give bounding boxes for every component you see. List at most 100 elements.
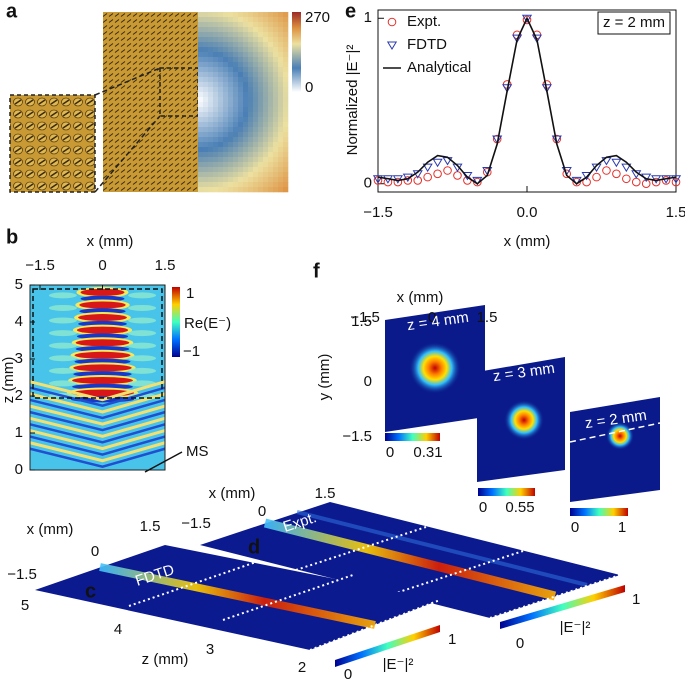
- phase-cell: [268, 42, 274, 48]
- phase-cell: [208, 17, 214, 23]
- data-point: [531, 34, 543, 44]
- phase-cell: [268, 82, 274, 88]
- phase-cell: [268, 57, 274, 63]
- phase-cell: [258, 152, 264, 158]
- phase-cell: [283, 112, 289, 118]
- phase-cell: [218, 92, 224, 98]
- phase-cell: [283, 42, 289, 48]
- phase-cell: [223, 127, 229, 133]
- phase-cell: [253, 47, 259, 53]
- phase-cell: [283, 82, 289, 88]
- phase-cell: [253, 52, 259, 58]
- phase-cell: [248, 167, 254, 173]
- phase-cell: [283, 32, 289, 38]
- phase-cell: [208, 187, 214, 193]
- colorbar-tick-label: 0.31: [413, 444, 442, 461]
- phase-cell: [243, 132, 249, 138]
- phase-cell: [223, 87, 229, 93]
- phase-cell: [253, 37, 259, 43]
- phase-cell: [273, 137, 279, 143]
- data-point: [393, 177, 403, 187]
- phase-cell: [273, 187, 279, 193]
- phase-cell: [218, 162, 224, 168]
- phase-cell: [223, 182, 229, 188]
- y-tick-label: −1.5: [342, 428, 372, 445]
- phase-cell: [258, 137, 264, 143]
- data-point: [551, 135, 562, 145]
- phase-cell: [243, 157, 249, 163]
- phase-cell: [243, 152, 249, 158]
- phase-cell: [238, 52, 244, 58]
- phase-cell: [213, 32, 219, 38]
- arrow: [144, 451, 183, 473]
- phase-cell: [258, 62, 264, 68]
- phase-cell: [273, 117, 279, 123]
- phase-cell: [278, 42, 284, 48]
- phase-cell: [248, 87, 254, 93]
- phase-cell: [278, 27, 284, 33]
- colorbar-tick-label: 1: [632, 591, 640, 608]
- phase-cell: [198, 162, 204, 168]
- phase-cell: [278, 52, 284, 58]
- phase-cell: [278, 157, 284, 163]
- data-point: [502, 84, 513, 93]
- colorbar-tick-label: 1: [186, 285, 194, 302]
- phase-cell: [208, 77, 214, 83]
- phase-cell: [278, 67, 284, 73]
- panel-label: e: [345, 0, 356, 22]
- phase-cell: [258, 147, 264, 153]
- phase-cell: [248, 122, 254, 128]
- phase-cell: [258, 92, 264, 98]
- field-side: [128, 355, 157, 362]
- phase-cell: [213, 177, 219, 183]
- phase-map: [198, 12, 289, 193]
- data-point: [423, 172, 432, 182]
- phase-cell: [228, 117, 234, 123]
- field-lobe: [74, 351, 131, 359]
- phase-cell: [228, 82, 234, 88]
- phase-cell: [268, 32, 274, 38]
- phase-cell: [203, 22, 209, 28]
- y-tick-label: 3: [15, 350, 23, 367]
- phase-cell: [208, 137, 214, 143]
- phase-cell: [253, 162, 259, 168]
- field-side: [48, 367, 77, 374]
- phase-cell: [223, 117, 229, 123]
- phase-cell: [268, 77, 274, 83]
- field-lobe: [76, 326, 129, 334]
- z-tick-label: 5: [21, 597, 29, 614]
- phase-cell: [238, 167, 244, 173]
- phase-cell: [248, 97, 254, 103]
- phase-cell: [238, 187, 244, 193]
- phase-cell: [228, 122, 234, 128]
- field-side: [48, 380, 77, 387]
- data-point: [641, 179, 651, 189]
- phase-cell: [273, 162, 279, 168]
- phase-cell: [278, 147, 284, 153]
- phase-cell: [228, 87, 234, 93]
- phase-cell: [243, 17, 249, 23]
- phase-cell: [268, 117, 274, 123]
- phase-cell: [208, 97, 214, 103]
- phase-cell: [203, 107, 209, 113]
- phase-cell: [213, 42, 219, 48]
- phase-cell: [248, 52, 254, 58]
- phase-cell: [198, 157, 204, 163]
- phase-cell: [233, 97, 239, 103]
- field-side: [128, 317, 157, 324]
- colorbar-tick-label: 0: [516, 635, 524, 652]
- phase-cell: [283, 17, 289, 23]
- phase-cell: [203, 102, 209, 108]
- phase-cell: [238, 22, 244, 28]
- colorbar-tick-label: 0: [305, 79, 313, 96]
- phase-cell: [273, 67, 279, 73]
- phase-cell: [263, 27, 269, 33]
- data-line: [377, 16, 677, 185]
- phase-cell: [213, 112, 219, 118]
- phase-cell: [243, 127, 249, 133]
- phase-cell: [273, 112, 279, 118]
- phase-cell: [248, 82, 254, 88]
- phase-cell: [238, 162, 244, 168]
- phase-cell: [228, 67, 234, 73]
- phase-cell: [283, 27, 289, 33]
